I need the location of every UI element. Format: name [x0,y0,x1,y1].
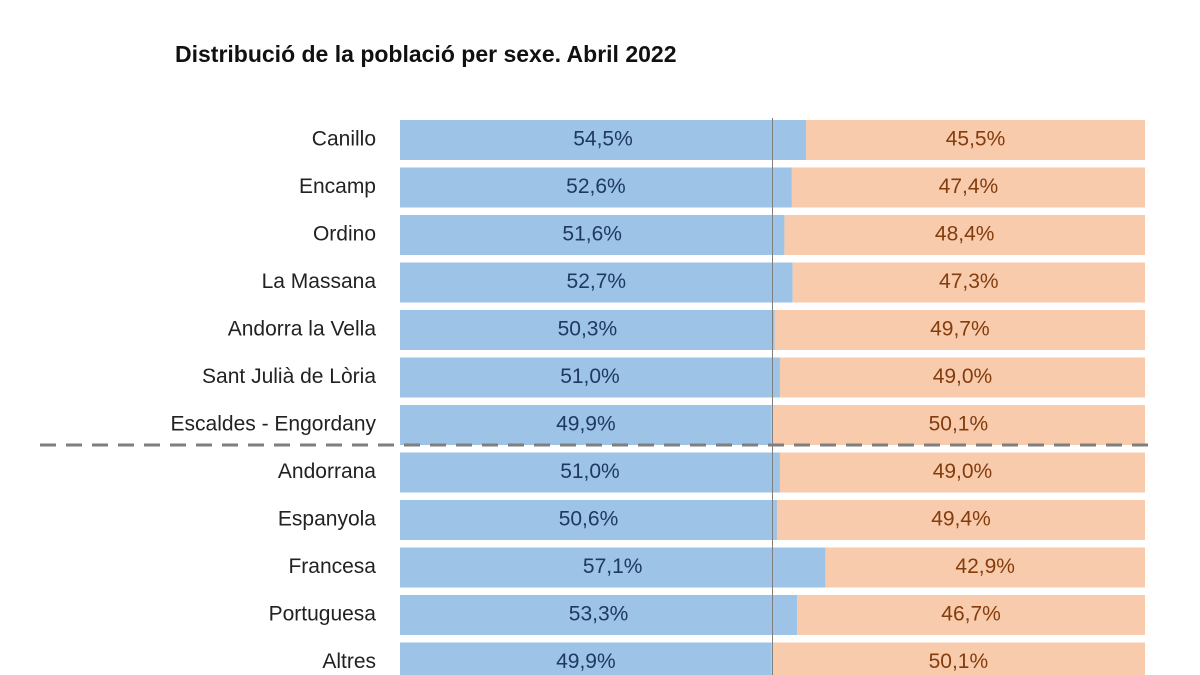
bar-segment [797,595,1145,635]
category-label: Francesa [288,555,376,578]
category-label: Ordino [313,223,376,246]
bar-segment [791,167,1145,208]
value-label: 51,6% [562,223,622,246]
value-label: 45,5% [946,128,1006,151]
category-label: Portuguesa [269,603,377,626]
bar-segment [771,405,1145,445]
value-label: 42,9% [955,555,1015,578]
value-label: 57,1% [583,555,643,578]
bar-segment [400,500,777,540]
value-label: 54,5% [573,128,633,151]
bar-segment [400,262,793,303]
value-label: 47,4% [939,175,999,198]
bar-segment [400,120,807,160]
bar-segment [400,167,792,208]
category-label: Encamp [299,175,376,198]
value-label: 49,7% [930,318,990,341]
value-label: 50,6% [559,508,619,531]
value-label: 52,7% [567,270,627,293]
value-label: 46,7% [941,603,1001,626]
category-label: Espanyola [278,508,376,531]
value-label: 53,3% [569,603,629,626]
bar-segment [400,310,775,350]
value-label: 49,0% [933,365,993,388]
bar-segment [400,215,785,255]
value-label: 50,3% [558,318,618,341]
category-label: Escaldes - Engordany [171,413,377,436]
category-label: Altres [322,650,376,673]
value-label: 49,9% [556,413,616,436]
bar-segment [825,547,1145,588]
value-label: 49,4% [931,508,991,531]
bar-segment [774,310,1145,350]
bar-segment [400,357,780,398]
value-label: 50,1% [929,650,989,673]
bar-segment [771,642,1145,675]
bar-segment [400,405,772,445]
bar-segment [400,547,826,588]
bar-segment [779,452,1145,493]
bar-segment [806,120,1145,160]
bar-segment [400,642,772,675]
value-label: 47,3% [939,270,999,293]
category-label: La Massana [262,270,377,293]
category-label: Sant Julià de Lòria [202,365,376,388]
value-label: 52,6% [566,175,626,198]
category-label: Andorrana [278,460,376,483]
bar-segment [784,215,1145,255]
bar-segment [400,595,798,635]
value-label: 51,0% [560,460,620,483]
value-label: 48,4% [935,223,995,246]
value-label: 49,9% [556,650,616,673]
bar-segment [792,262,1145,303]
chart-title: Distribució de la població per sexe. Abr… [175,41,677,67]
value-label: 51,0% [560,365,620,388]
bar-segment [779,357,1145,398]
category-label: Andorra la Vella [228,318,377,341]
category-label: Canillo [312,128,376,151]
bar-segment [400,452,780,493]
value-label: 50,1% [929,413,989,436]
value-label: 49,0% [933,460,993,483]
bar-segment [776,500,1145,540]
